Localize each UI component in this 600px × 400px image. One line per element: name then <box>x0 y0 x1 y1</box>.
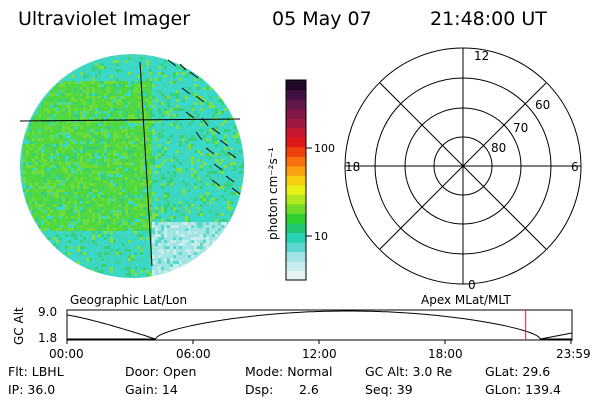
flt-status: Flt: LBHL <box>8 364 64 379</box>
colorbar-segment <box>286 118 306 129</box>
colorbar-segment <box>286 165 306 176</box>
time-tick-1: 06:00 <box>176 347 211 361</box>
uv-image-disc <box>20 54 244 278</box>
colorbar-segment <box>286 203 306 214</box>
colorbar-segment <box>286 213 306 224</box>
colorbar-segment <box>286 137 306 148</box>
date-label: 05 May 07 <box>272 8 372 30</box>
colorbar-segment <box>286 251 306 262</box>
dsp-value: 2.6 <box>299 382 319 397</box>
seq-status: Seq: 39 <box>365 382 413 397</box>
time-tick-3: 18:00 <box>428 347 463 361</box>
alt-tick-top: 9.0 <box>38 305 57 319</box>
apex-label: Apex MLat/MLT <box>421 293 511 307</box>
time-tick-4: 23:59 <box>556 347 591 361</box>
dsp-label: Dsp: <box>245 382 274 397</box>
door-status: Door: Open <box>125 364 197 379</box>
colorbar-segment <box>286 89 306 100</box>
mlt-label-12: 12 <box>474 49 489 63</box>
colorbar <box>286 80 306 281</box>
mlt-label-6: 6 <box>571 160 579 174</box>
time-tick-2: 12:00 <box>302 347 337 361</box>
mlt-label-0: 0 <box>468 278 476 292</box>
colorbar-segment <box>286 260 306 272</box>
colorbar-segment <box>286 156 306 167</box>
glat-status: GLat: 29.6 <box>485 364 551 379</box>
terminator-dashes <box>167 59 241 195</box>
colorbar-segment <box>286 127 306 138</box>
mode-status: Mode: Normal <box>245 364 333 379</box>
altitude-curve <box>66 310 573 340</box>
mlt-label-18: 18 <box>345 160 360 174</box>
colorbar-segment <box>286 108 306 119</box>
colorbar-label-100: 100 <box>314 142 335 155</box>
colorbar-segment <box>286 175 306 186</box>
colorbar-frame <box>285 79 307 281</box>
glon-status: GLon: 139.4 <box>485 382 561 397</box>
colorbar-segment <box>286 222 306 233</box>
colorbar-label-10: 10 <box>314 230 328 243</box>
time-tick-0: 00:00 <box>49 347 84 361</box>
colorbar-segment <box>286 80 306 91</box>
mlat-label-70: 70 <box>513 121 528 135</box>
mlat-label-60: 60 <box>535 98 550 112</box>
altitude-panel <box>66 309 573 344</box>
colorbar-segment <box>286 184 306 195</box>
mlat-label-80: 80 <box>491 141 506 155</box>
colorbar-segment <box>286 232 306 243</box>
colorbar-unit-label: photon cm⁻²s⁻¹ <box>266 147 280 240</box>
colorbar-segment <box>286 146 306 157</box>
alt-tick-bottom: 1.8 <box>38 331 57 345</box>
polar-plot <box>344 47 582 285</box>
instrument-title: Ultraviolet Imager <box>18 8 191 30</box>
colorbar-segment <box>286 99 306 110</box>
time-label: 21:48:00 UT <box>430 8 547 30</box>
ip-status: IP: 36.0 <box>8 382 56 397</box>
gc-alt-status: GC Alt: 3.0 Re <box>365 364 453 379</box>
colorbar-segment <box>286 241 306 253</box>
geographic-label: Geographic Lat/Lon <box>70 293 187 307</box>
colorbar-segment <box>286 270 306 281</box>
alt-axis-label: GC Alt <box>12 307 26 345</box>
gain-status: Gain: 14 <box>125 382 178 397</box>
colorbar-segment <box>286 194 306 205</box>
